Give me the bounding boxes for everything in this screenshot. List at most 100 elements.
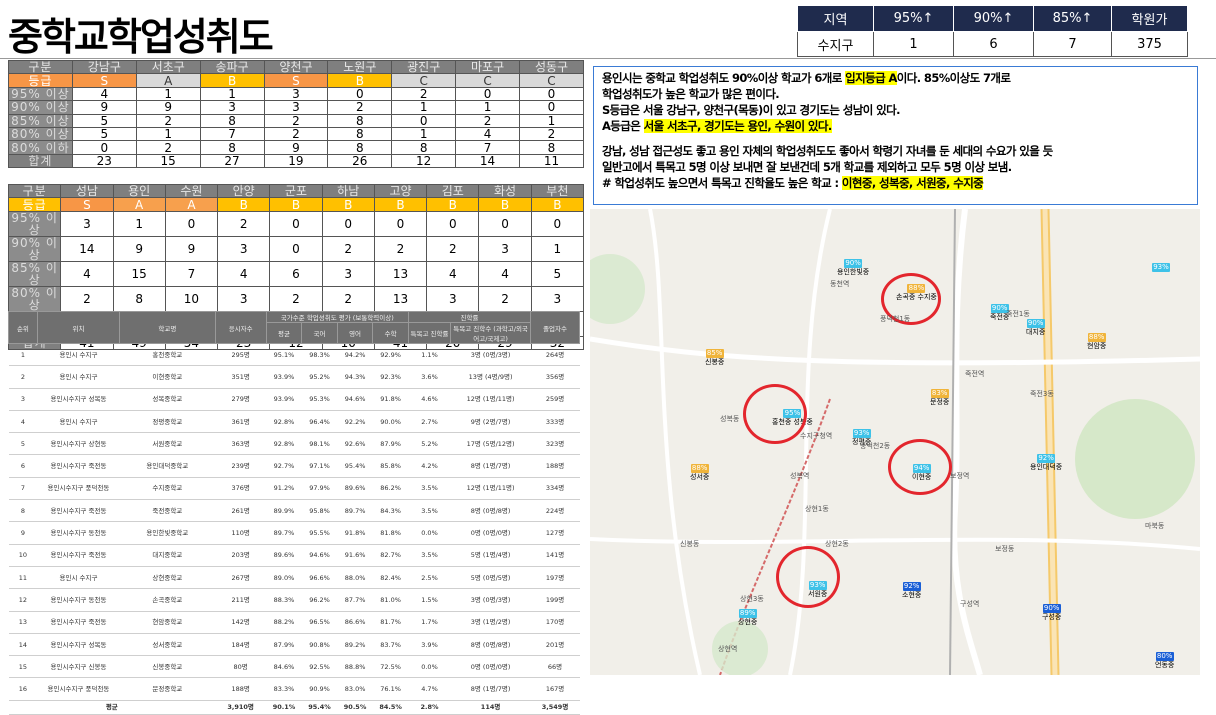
table-cell: 2.5% [408,566,451,590]
table-cell: 84.3% [372,499,409,523]
region-header: 수원 [164,183,219,199]
table-cell: 용인시수지구 상현동 [37,432,120,456]
count-cell: 5 [71,126,137,142]
average-cell: 114명 [450,699,531,715]
average-cell: 3,549명 [530,699,580,715]
school-pin[interactable]: 93% 정평중 [852,429,871,446]
note-line: # 학업성취도 높으면서 특목고 진학율도 높은 학교 : 이현중, 성복중, … [602,176,984,190]
table-cell: 17명 (5명/12명) [450,432,531,456]
average-cell: 2.8% [408,699,451,715]
total-cell: 14 [455,153,520,169]
table-cell: 용인시 수지구 [37,566,120,590]
school-pin[interactable]: 92% 용인대덕중 [1030,454,1062,471]
school-pin[interactable]: 93% [1152,263,1170,272]
map-place-label: 상현3동 [740,595,764,603]
count-cell: 4 [71,86,137,102]
table-cell: 95.5% [301,521,338,545]
count-cell: 1 [135,126,201,142]
table-cell: 92.5% [301,655,338,679]
count-cell: 2 [60,285,114,312]
summary-cell: 수지구 [797,31,874,57]
school-pin[interactable]: 89% 상현중 [738,609,757,626]
table-cell: 죽전중학교 [119,499,216,523]
table-cell: 8명 (1명/7명) [450,454,531,478]
school-pin[interactable]: 80% 언동중 [1155,652,1174,669]
map-place-label: 마북동 [1145,522,1165,530]
row-label: 85% 이상 [8,113,73,128]
table-cell: 9명 (2명/7명) [450,410,531,434]
school-name: 소현중 [902,591,922,599]
average-cell: 3,910명 [215,699,267,715]
map-place-label: 상현1동 [805,505,829,513]
col-korean: 국어 [301,322,338,344]
count-cell: 14 [60,235,114,262]
total-cell: 23 [71,153,137,169]
region-header: 광진구 [391,59,457,75]
table-cell: 76.1% [372,677,409,701]
highlight-circle [881,273,941,325]
count-cell: 2 [455,113,520,128]
table-cell: 279명 [215,388,267,411]
map-place-label: 상현2동 [825,540,849,548]
score-flag: 90% [1042,604,1061,613]
table-cell: 용인시 수지구 [37,410,120,434]
school-pin[interactable]: 90% 대지중 [1026,319,1045,336]
summary-cell: 375 [1111,31,1188,57]
col-special-count: 특목고 진학수 (과학고/외국어고/국제고) [450,322,532,344]
summary-cell: 6 [953,31,1034,57]
average-cell: 90.5% [337,699,373,715]
table-cell: 16 [8,677,38,701]
school-pin[interactable]: 88% 현암중 [1087,333,1106,350]
map-place-label: 죽전3동 [1030,390,1054,398]
count-cell: 2 [269,285,323,312]
grade-cell: S [71,73,137,88]
table-cell: 92.9% [372,343,409,367]
table-row: 8 용인시수지구 죽전동 죽전중학교 261명 89.9% 95.8% 89.7% 84.3%… [8,499,580,523]
note-line: 용인시는 중학교 학업성취도 90%이상 학교가 6개로 입지등급 A이다. 8… [602,71,1011,85]
school-pin[interactable]: 90% 용인한빛중 [837,259,869,276]
school-pin[interactable]: 88% 성서중 [690,464,709,481]
table-cell: 신봉중학교 [119,655,216,679]
highlight-circle [776,546,840,608]
table-cell: 정평중학교 [119,410,216,434]
region-header: 성남 [60,183,114,199]
table-cell: 89.2% [337,633,373,657]
score-flag: 90% [990,304,1009,313]
table-row: 3 용인시수지구 성복동 성복중학교 279명 93.9% 95.3% 94.6% 91.8%… [8,388,580,411]
school-pin[interactable]: 90% 구성중 [1042,604,1061,621]
table-cell: 224명 [530,499,580,523]
school-name: 상현중 [738,618,758,626]
count-cell: 8 [112,285,166,312]
total-cell: 26 [327,153,393,169]
table-cell: 92.6% [337,432,373,456]
school-map[interactable]: 90% 용인한빛중 88% 손곡중 수지중 85% 신봉중 95% 홍천중 성복중 93% 정평중… [590,209,1200,675]
table-cell: 85.8% [372,454,409,478]
table-cell: 94.3% [337,365,373,389]
count-cell: 9 [71,100,137,115]
table-cell: 92.2% [337,410,373,434]
col-examinees: 응시자수 [214,311,267,344]
table-cell: 용인한빛중학교 [119,521,216,545]
count-cell: 4 [217,260,271,287]
school-pin[interactable]: 92% 소현중 [902,582,921,599]
school-pin[interactable]: 83% 문정중 [930,389,949,406]
table-cell: 199명 [530,588,580,612]
table-cell: 91.8% [372,388,409,411]
score-flag: 88% [690,464,709,473]
count-cell: 0 [164,210,219,237]
table-cell: 5명 (0명/5명) [450,566,531,590]
table-cell: 0.0% [408,521,451,545]
table-cell: 92.7% [266,454,302,478]
count-cell: 3 [530,285,585,312]
school-pin[interactable]: 85% 신봉중 [705,349,724,366]
count-cell: 8 [391,140,457,155]
table-cell: 3.5% [408,544,451,567]
school-pin[interactable]: 90% 죽전중 [990,304,1009,321]
school-name: 대지중 [1026,328,1046,336]
col-location: 위치 [36,311,121,344]
table-cell: 89.7% [337,499,373,523]
table-cell: 95.8% [301,499,338,523]
map-place-label: 성복역 [790,472,810,480]
summary-header: 95%↑ [873,5,954,32]
table-cell: 8명 (1명/7명) [450,677,531,701]
